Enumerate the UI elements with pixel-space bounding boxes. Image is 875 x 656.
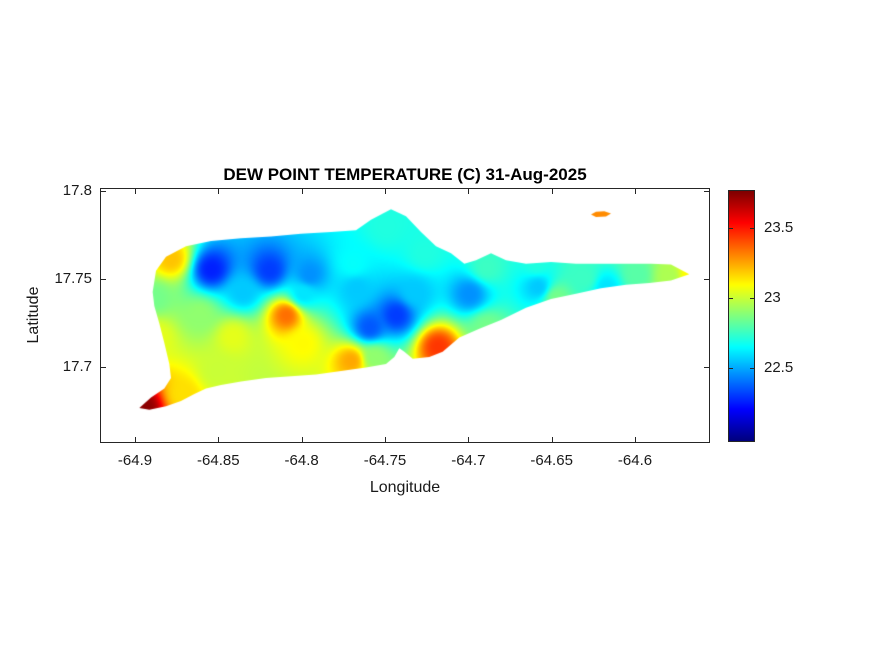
y-tick-label: 17.75 [54,269,92,287]
x-tick-mark [218,189,220,194]
y-tick-mark [704,278,709,280]
x-tick-label: -64.9 [117,452,153,469]
x-tick-mark [301,437,303,442]
colorbar-tick-label: 23 [764,288,781,306]
colorbar-tick-mark [729,367,733,369]
x-tick-label: -64.85 [197,452,240,469]
colorbar-tick-label: 23.5 [764,218,794,236]
y-axis-label: Latitude [25,286,42,344]
x-tick-label: -64.75 [363,452,407,469]
x-tick-mark [635,189,636,194]
x-tick-label: -64.8 [284,452,319,469]
y-tick-label: 17.8 [62,181,92,199]
colorbar [728,190,755,442]
x-tick-label: -64.7 [451,452,486,469]
x-tick-mark [551,437,553,442]
colorbar-tick-label: 22.5 [764,358,794,376]
colorbar-tick-mark [729,227,733,229]
x-tick-mark [218,437,220,442]
colorbar-gradient [729,191,754,441]
x-tick-mark [468,437,470,442]
x-tick-mark [301,189,303,194]
x-tick-mark [551,189,553,194]
heatmap-canvas [101,189,711,444]
x-axis-label: Longitude [369,479,441,496]
plot-title: DEW POINT TEMPERATURE (C) 31-Aug-2025 [223,165,587,184]
y-tick-mark [101,190,106,192]
x-tick-mark [385,437,386,442]
x-tick-mark [135,437,136,442]
x-tick-mark [635,437,636,442]
y-tick-mark [101,366,106,368]
colorbar-tick-mark [750,227,754,229]
y-tick-mark [101,278,106,280]
colorbar-tick-mark [750,297,754,299]
x-tick-label: -64.65 [530,452,573,469]
x-tick-mark [468,189,470,194]
x-tick-label: -64.6 [617,452,653,469]
y-tick-mark [704,366,709,368]
x-tick-mark [135,189,136,194]
colorbar-tick-mark [729,297,733,299]
x-tick-mark [385,189,386,194]
y-tick-label: 17.7 [62,357,92,375]
plot-area [100,188,711,444]
y-tick-mark [704,190,709,192]
colorbar-tick-mark [750,367,754,369]
